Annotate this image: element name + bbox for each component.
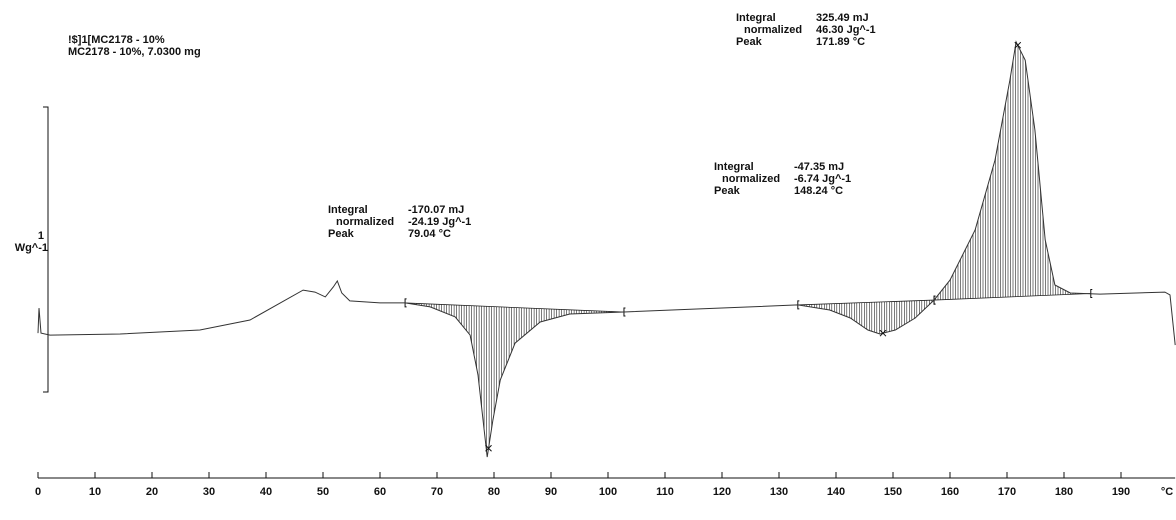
x-tick-label: 20 bbox=[146, 486, 158, 498]
annotation-value: 148.24 °C bbox=[794, 185, 843, 197]
annotation-label: Peak bbox=[736, 36, 763, 48]
y-scale-unit: Wg^-1 bbox=[15, 242, 48, 254]
integral-baseline bbox=[934, 293, 1091, 301]
x-tick-label: 50 bbox=[317, 486, 329, 498]
x-tick-label: 30 bbox=[203, 486, 215, 498]
annotation-label: Integral bbox=[736, 12, 776, 24]
annotation-value: 325.49 mJ bbox=[816, 12, 869, 24]
x-tick-label: 0 bbox=[35, 486, 41, 498]
title-line: !$]1[MC2178 - 10% bbox=[68, 34, 165, 46]
peak-marker bbox=[485, 444, 492, 452]
x-unit: °C bbox=[1161, 486, 1173, 498]
x-tick-label: 110 bbox=[656, 486, 674, 498]
annotation-label: Peak bbox=[328, 228, 355, 240]
annotation-label: Integral bbox=[714, 161, 754, 173]
annotation-label: Peak bbox=[714, 185, 741, 197]
peak-marker bbox=[879, 329, 887, 337]
y-scale-value: 1 bbox=[38, 230, 44, 242]
peak-marker bbox=[1014, 41, 1022, 49]
integral-baseline bbox=[797, 299, 935, 306]
x-tick-label: 40 bbox=[260, 486, 272, 498]
title-line: MC2178 - 10%, 7.0300 mg bbox=[68, 46, 201, 58]
integral-hatch bbox=[935, 45, 1091, 300]
x-tick-label: 180 bbox=[1055, 486, 1073, 498]
annotation-value: 171.89 °C bbox=[816, 36, 865, 48]
x-tick-label: 120 bbox=[713, 486, 731, 498]
annotation-value: -24.19 Jg^-1 bbox=[408, 216, 471, 228]
annotation-value: -6.74 Jg^-1 bbox=[794, 173, 851, 185]
annotation-value: 46.30 Jg^-1 bbox=[816, 24, 876, 36]
x-tick-label: 130 bbox=[770, 486, 788, 498]
x-tick-label: 80 bbox=[488, 486, 500, 498]
x-tick-label: 100 bbox=[599, 486, 617, 498]
annotation-label: Integral bbox=[328, 204, 368, 216]
annotation-value: -170.07 mJ bbox=[408, 204, 464, 216]
x-tick-label: 90 bbox=[545, 486, 557, 498]
annotation-label: normalized bbox=[336, 216, 394, 228]
y-scale-bar bbox=[43, 106, 49, 393]
x-tick-label: 10 bbox=[89, 486, 101, 498]
x-tick-label: 190 bbox=[1112, 486, 1130, 498]
annotation-label: normalized bbox=[722, 173, 780, 185]
x-tick-label: 140 bbox=[827, 486, 845, 498]
x-tick-label: 170 bbox=[998, 486, 1016, 498]
annotation-value: 79.04 °C bbox=[408, 228, 451, 240]
annotation-label: normalized bbox=[744, 24, 802, 36]
x-tick-label: 60 bbox=[374, 486, 386, 498]
integral-baseline bbox=[405, 302, 624, 313]
dsc-curve bbox=[37, 40, 1176, 458]
x-tick-label: 160 bbox=[941, 486, 959, 498]
integral-hatch bbox=[406, 303, 622, 452]
annotation-value: -47.35 mJ bbox=[794, 161, 844, 173]
x-tick-label: 150 bbox=[884, 486, 902, 498]
x-tick-label: 70 bbox=[431, 486, 443, 498]
